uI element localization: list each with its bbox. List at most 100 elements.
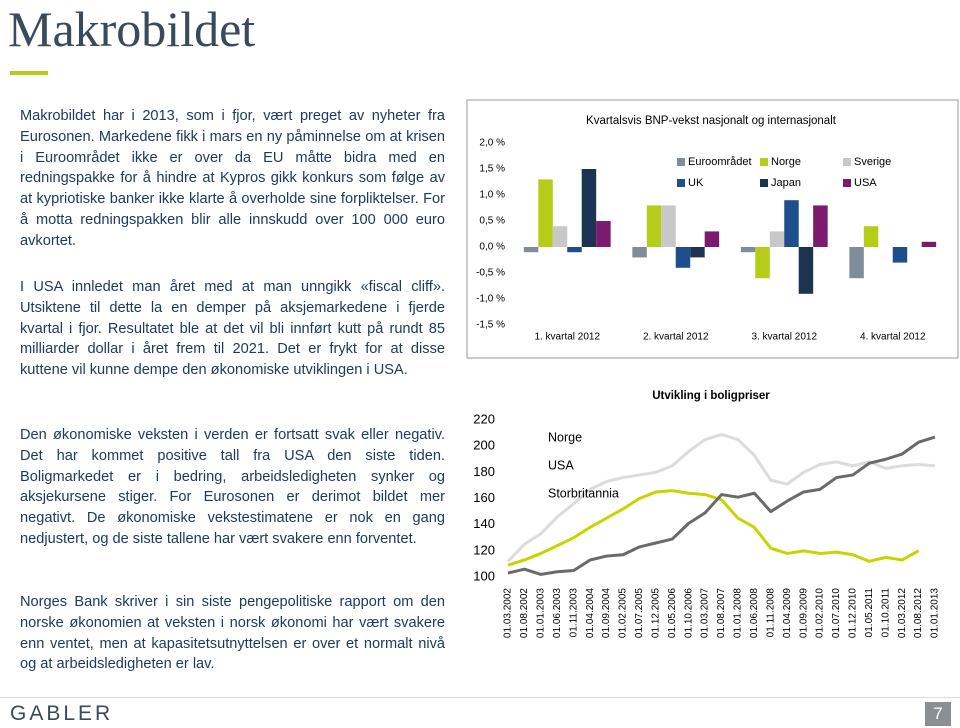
x-tick-label: 01.03.2007 [700,588,711,638]
x-tick-label: 01.08.2007 [716,588,727,638]
bar [538,179,553,247]
y-tick-label: 0,5 % [479,216,505,227]
bar [661,205,676,247]
legend-label: Euroområdet [688,156,752,168]
legend-swatch [760,158,768,166]
bar [769,231,785,247]
bar [646,205,662,247]
accent-bar [10,71,48,75]
bar [863,226,879,247]
line [506,432,936,563]
bar [567,247,582,253]
x-tick-label: 01.07.2005 [634,588,645,638]
footer-line [0,697,960,698]
legend-swatch [677,158,685,166]
legend-label: USA [854,177,877,189]
chart-title: Kvartalsvis BNP-vekst nasjonalt og inter… [586,115,837,127]
x-tick-label: 01.10.2006 [683,588,694,638]
chart-title: Utvikling i boligpriser [652,390,770,402]
x-tick-label: 01.06.2008 [749,588,760,638]
x-tick-label: 4. kvartal 2012 [860,332,926,343]
legend-swatch [843,158,851,166]
page-number: 7 [925,702,951,726]
line [507,489,920,567]
legend-label: USA [548,458,574,472]
x-tick-label: 01.09.2004 [601,588,612,638]
x-tick-label: 01.07.2010 [831,588,842,638]
x-tick-label: 01.03.2012 [897,588,908,638]
y-tick-label: -1,0 % [476,294,505,305]
y-tick-label: 2,0 % [479,138,505,149]
legend-label: Sverige [854,156,891,168]
x-tick-label: 01.12.2005 [650,588,661,638]
x-tick-label: 2. kvartal 2012 [643,332,709,343]
x-tick-label: 01.01.2013 [930,588,941,638]
paragraph: I USA innledet man året med at man unngi… [20,279,445,379]
x-tick-label: 01.04.2004 [585,588,596,638]
legend-label: Norge [548,430,582,444]
bar [755,247,770,279]
legend-swatch [760,179,768,187]
bar [849,247,864,279]
bar [798,247,814,294]
x-tick-label: 3. kvartal 2012 [751,332,817,343]
x-tick-label: 01.10.2011 [880,588,891,638]
y-tick-label: 140 [473,516,495,531]
x-tick-label: 01.11.2008 [765,588,776,638]
y-tick-label: 0,0 % [479,242,505,253]
x-tick-label: 01.02.2005 [618,588,629,638]
legend-label: Norge [771,156,801,168]
x-tick-label: 01.05.2006 [667,588,678,638]
paragraph: Norges Bank skriver i sin siste pengepol… [20,594,445,673]
bar [523,247,539,253]
y-tick-label: -1,5 % [476,320,505,331]
bar [552,226,568,247]
x-tick-label: 01.04.2009 [782,588,793,638]
page-title: Makrobildet [8,1,256,57]
x-tick-label: 01.01.2008 [733,588,744,638]
y-tick-label: 180 [473,464,495,479]
y-tick-label: 220 [473,411,495,426]
x-tick-label: 1. kvartal 2012 [534,332,600,343]
y-tick-label: -0,5 % [476,268,505,279]
logo: GABLER [10,702,114,725]
x-tick-label: 01.08.2002 [519,588,530,638]
bar [675,247,691,268]
y-tick-label: 200 [473,438,495,453]
x-tick-label: 01.05.2011 [864,588,875,638]
legend-swatch [677,179,685,187]
paragraph: Makrobildet har i 2013, som i fjor, vært… [20,108,445,249]
paragraph: Den økonomiske veksten i verden er forts… [20,427,445,547]
x-tick-label: 01.01.2003 [535,588,546,638]
bar [892,247,908,263]
bar [784,200,799,247]
legend-label: Japan [771,177,801,189]
y-tick-label: 1,0 % [479,190,505,201]
x-tick-label: 01.06.2003 [552,588,563,638]
bar [813,205,828,247]
legend-label: Storbritannia [548,486,619,500]
line [507,435,936,576]
bar [740,247,756,253]
bar [690,247,705,258]
chart-frame [466,99,959,359]
y-tick-label: 120 [473,542,495,557]
y-tick-label: 1,5 % [479,164,505,175]
x-tick-label: 01.08.2012 [913,588,924,638]
legend-label: UK [688,177,704,189]
bar [596,221,611,247]
x-tick-label: 01.12.2010 [848,588,859,638]
bar [921,241,937,247]
bar [704,231,720,247]
bar [581,169,597,247]
y-tick-label: 160 [473,490,495,505]
x-tick-label: 01.03.2002 [503,588,514,638]
y-tick-label: 100 [473,568,495,583]
x-tick-label: 01.02.2010 [815,588,826,638]
x-tick-label: 01.11.2003 [568,588,579,638]
bar [632,247,647,258]
legend-swatch [843,179,851,187]
x-tick-label: 01.09.2009 [798,588,809,638]
